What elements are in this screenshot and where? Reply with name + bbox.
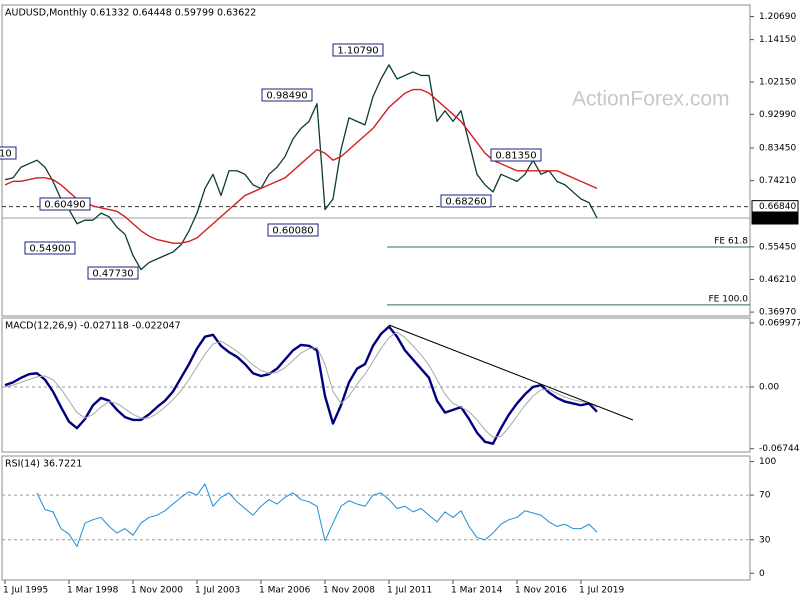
annotation: 1.10790	[337, 46, 378, 57]
y-tick-label: 70	[759, 491, 771, 501]
annotation: 0.54900	[29, 244, 70, 255]
annotation: 0.60490	[44, 200, 85, 211]
series-line	[4, 88, 598, 244]
y-tick-label: 0.74210	[759, 176, 796, 186]
x-tick-label: 1 Nov 2000	[131, 586, 183, 596]
x-tick-label: 1 Nov 2008	[323, 586, 375, 596]
annotation-box	[0, 146, 17, 160]
annotation-box	[267, 223, 319, 237]
annotation-box	[87, 266, 139, 280]
y-tick-label: 0	[759, 569, 765, 579]
fe-label: FE 61.8	[714, 237, 748, 247]
y-tick-label: 100	[759, 457, 776, 467]
annotation: 0.62110	[0, 149, 12, 160]
price-pane	[1, 4, 751, 317]
series-line	[4, 331, 598, 438]
y-tick-label: 0.00	[759, 382, 779, 392]
y-tick-label: 1.20690	[759, 12, 796, 22]
y-tick-label: -0.067448	[759, 444, 800, 454]
y-tick-label: 1.02150	[759, 77, 796, 87]
macd-pane	[1, 317, 751, 453]
y-tick-label: 0.069977	[759, 318, 800, 328]
watermark: ActionForex.com	[572, 88, 730, 111]
fe-label: FE 100.0	[709, 294, 749, 304]
x-tick-label: 1 Mar 1998	[67, 586, 119, 596]
y-tick-label: 30	[759, 535, 771, 545]
x-tick-label: 1 Jul 2011	[387, 586, 432, 596]
pane-title: RSI(14) 36.7221	[5, 459, 82, 470]
x-tick-label: 1 Jul 1995	[3, 586, 48, 596]
price-label-box	[751, 211, 799, 225]
price-label: 0.66840	[759, 202, 796, 212]
annotation: 0.98490	[266, 91, 307, 102]
y-tick-label: 0.55450	[759, 242, 796, 252]
x-tick-label: 1 Jul 2019	[579, 586, 624, 596]
annotation-box	[39, 197, 91, 211]
x-tick-label: 1 Mar 2014	[451, 586, 503, 596]
annotation-box	[332, 43, 384, 57]
annotation-box	[24, 241, 76, 255]
annotation-box	[261, 88, 313, 102]
y-tick-label: 1.14150	[759, 35, 796, 45]
series-line	[36, 483, 598, 547]
rsi-pane	[1, 455, 751, 581]
annotation: 0.47730	[92, 269, 133, 280]
pane-title: MACD(12,26,9) -0.027118 -0.022047	[5, 321, 181, 332]
annotation-box	[440, 194, 492, 208]
price-label: 0.63622	[759, 213, 796, 223]
series-line	[4, 64, 598, 271]
annotation: 0.81350	[495, 151, 536, 162]
annotation: 0.68260	[445, 197, 486, 208]
y-tick-label: 0.83450	[759, 144, 796, 154]
y-tick-label: 0.92990	[759, 110, 796, 120]
annotation-box	[490, 148, 542, 162]
y-tick-label: 0.36970	[759, 308, 796, 318]
pane-title: AUDUSD,Monthly 0.61332 0.64448 0.59799 0…	[5, 8, 256, 19]
y-tick-label: 0.46210	[759, 275, 796, 285]
annotation: 0.60080	[272, 226, 313, 237]
trend-line	[388, 324, 634, 421]
series-line	[4, 325, 598, 445]
x-tick-label: 1 Jul 2003	[195, 586, 240, 596]
x-tick-label: 1 Nov 2016	[515, 586, 567, 596]
x-tick-label: 1 Mar 2006	[259, 586, 311, 596]
